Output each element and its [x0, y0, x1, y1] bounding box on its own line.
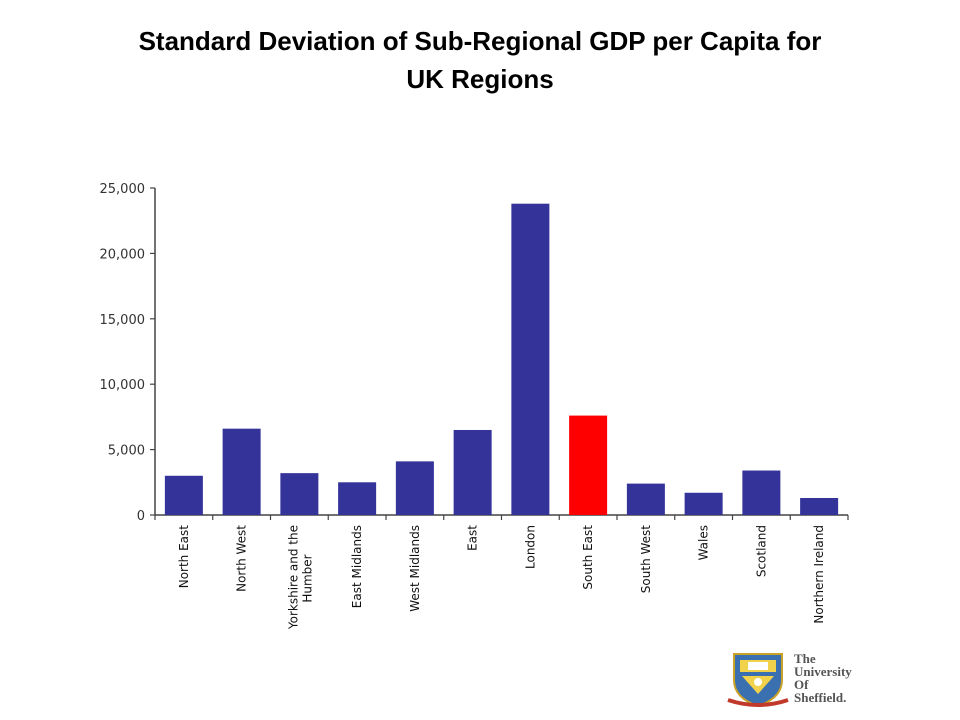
logo-line-3: Of — [794, 677, 809, 692]
x-tick-label: North East — [177, 525, 191, 589]
chart-title-line-1: Standard Deviation of Sub-Regional GDP p… — [138, 26, 822, 56]
chart-title: Standard Deviation of Sub-Regional GDP p… — [40, 22, 920, 98]
x-tick-label: Scotland — [754, 525, 768, 577]
bar — [684, 492, 723, 515]
x-tick-label: Wales — [697, 525, 711, 560]
x-tick-label: West Midlands — [408, 525, 422, 612]
bar — [626, 483, 665, 515]
x-axis — [154, 514, 849, 520]
logo-line-4: Sheffield. — [794, 690, 847, 705]
bar — [338, 482, 377, 515]
x-tick-label: Yorkshire and theHumber — [286, 525, 314, 630]
bar — [800, 497, 839, 515]
x-tick-label: East — [466, 525, 480, 551]
university-logo: The University Of Sheffield. — [726, 650, 916, 708]
bar — [453, 429, 492, 515]
y-tick-label: 15,000 — [100, 313, 146, 328]
bar — [164, 475, 203, 515]
chart-title-line-2: UK Regions — [406, 64, 554, 94]
y-tick-label: 5,000 — [108, 444, 145, 459]
bar — [280, 473, 319, 515]
x-tick-label: South West — [639, 525, 653, 593]
university-wordmark: The University Of Sheffield. — [794, 652, 914, 704]
bars — [164, 203, 839, 516]
x-tick-label: Northern Ireland — [812, 525, 826, 624]
x-tick-label: East Midlands — [350, 525, 364, 608]
x-tick-label: London — [523, 525, 537, 569]
logo-line-2: University — [794, 664, 852, 679]
bar — [395, 461, 434, 515]
logo-line-1: The — [794, 651, 816, 666]
y-axis: 0 5,000 10,000 15,000 20,000 25,000 — [100, 182, 156, 524]
y-tick-label: 25,000 — [100, 182, 146, 197]
bar — [742, 470, 781, 515]
university-crest-icon — [727, 653, 789, 708]
bar — [569, 415, 608, 515]
x-tick-label: South East — [581, 525, 595, 590]
y-tick-label: 0 — [137, 509, 145, 524]
bar — [222, 428, 261, 515]
y-tick-label: 20,000 — [100, 247, 146, 262]
x-tick-label: North West — [235, 525, 249, 592]
category-labels: North East North West Yorkshire and theHum… — [177, 525, 826, 630]
bar — [511, 203, 550, 516]
y-tick-label: 10,000 — [100, 378, 146, 393]
